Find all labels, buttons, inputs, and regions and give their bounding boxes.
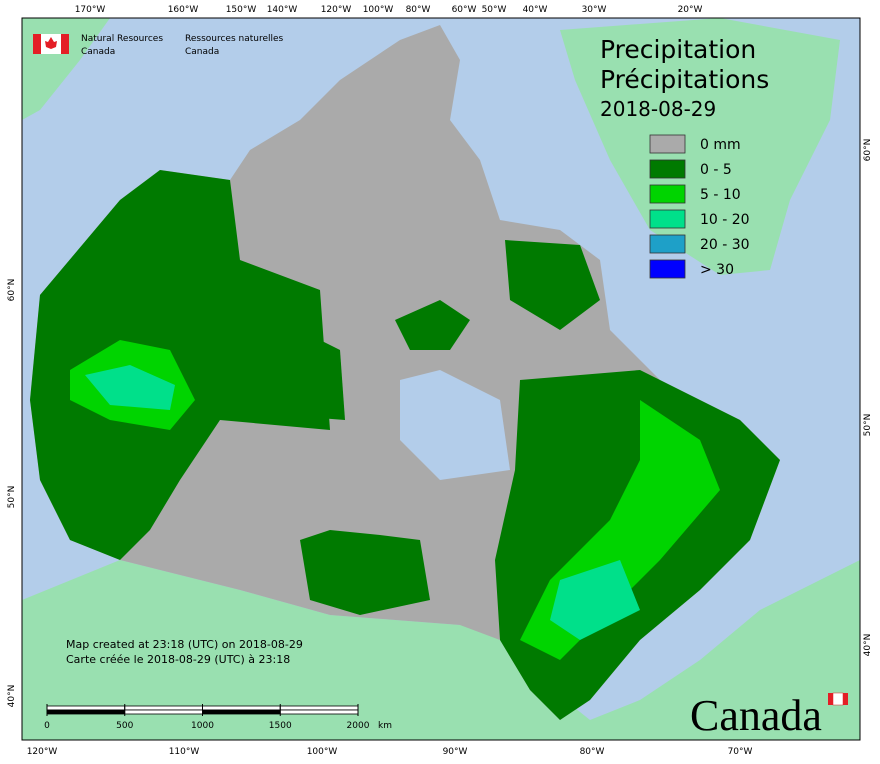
- title-fr: Précipitations: [600, 65, 769, 94]
- graticule-label: 120°W: [27, 747, 58, 757]
- flag-left: [33, 34, 41, 54]
- wordmark-flag: [843, 693, 848, 705]
- scale-segment: [202, 709, 281, 715]
- legend: 0 mm 0 - 5 5 - 10 10 - 20 20 - 30 > 30: [649, 134, 750, 279]
- graticule-label: 120°W: [321, 5, 352, 15]
- graticule-label: 50°N: [863, 414, 873, 437]
- dept-fr: Ressources naturelles: [185, 34, 284, 44]
- graticule-label: 40°N: [7, 685, 17, 708]
- scale-label: 500: [116, 721, 133, 731]
- dept-fr: Canada: [185, 47, 219, 57]
- east-precip-3: [550, 560, 640, 640]
- legend-label: 5 - 10: [700, 187, 741, 203]
- scale-bar: 0 500 1000 1500 2000 km: [44, 704, 392, 731]
- united-states: [22, 560, 860, 740]
- legend-swatch: [649, 209, 686, 229]
- graticule-label: 30°W: [582, 5, 607, 15]
- scale-segment: [46, 709, 126, 715]
- note: Map created at 23:18 (UTC) on 2018-08-29: [66, 638, 303, 651]
- west-precip: [30, 170, 330, 560]
- graticule-label: 90°W: [443, 747, 468, 757]
- title-en: Precipitation: [600, 35, 756, 64]
- dept-en: Natural Resources: [81, 34, 163, 44]
- flag-right: [61, 34, 69, 54]
- note: Carte créée le 2018-08-29 (UTC) à 23:18: [66, 653, 290, 666]
- scale-label: 1000: [191, 721, 214, 731]
- graticule-label: 70°W: [728, 747, 753, 757]
- graticule-label: 100°W: [363, 5, 394, 15]
- graticule-label: 20°W: [678, 5, 703, 15]
- scale-segment: [124, 705, 203, 711]
- legend-swatch: [649, 134, 686, 154]
- legend-swatch: [649, 234, 686, 254]
- wordmark: Canada: [690, 691, 822, 740]
- baffin-precip: [395, 300, 470, 350]
- maple-leaf: [45, 37, 57, 49]
- graticule-label: 40°W: [523, 5, 548, 15]
- legend-swatch: [649, 184, 686, 204]
- frame: [21, 17, 861, 741]
- graticule-label: 80°W: [580, 747, 605, 757]
- scale-label: 1500: [269, 721, 292, 731]
- graticule-label: 80°W: [406, 5, 431, 15]
- scale-label: 2000: [347, 721, 370, 731]
- graticule-label: 50°W: [482, 5, 507, 15]
- graticule-label: 60°W: [452, 5, 477, 15]
- legend-swatch: [649, 159, 686, 179]
- graticule-label: 150°W: [226, 5, 257, 15]
- graticule-label: 170°W: [75, 5, 106, 15]
- scale-segment: [202, 705, 281, 711]
- west-precip-3: [85, 365, 175, 410]
- scale-segment: [279, 705, 359, 711]
- graticule-label: 140°W: [267, 5, 298, 15]
- scale-segment: [279, 709, 359, 715]
- graticule-label: 110°W: [169, 747, 200, 757]
- scale-segment: [124, 709, 203, 715]
- graticule-label: 40°N: [863, 634, 873, 657]
- dept-en: Canada: [81, 47, 115, 57]
- graticule: 170°W 160°W 150°W 140°W 120°W 100°W 80°W 60°W 50…: [7, 5, 873, 757]
- legend-label: 20 - 30: [700, 237, 750, 253]
- legend-label: > 30: [700, 262, 734, 278]
- graticule-label: 60°N: [863, 139, 873, 162]
- greenland: [560, 18, 840, 275]
- north-quebec-precip: [505, 240, 600, 330]
- wordmark-flag: [828, 693, 833, 705]
- legend-label: 0 mm: [700, 137, 741, 153]
- legend-label: 0 - 5: [700, 162, 732, 178]
- graticule-label: 50°N: [7, 486, 17, 509]
- graticule-label: 160°W: [168, 5, 199, 15]
- hudson-bay: [400, 370, 510, 480]
- graticule-label: 100°W: [307, 747, 338, 757]
- wordmark-flag: [832, 692, 844, 706]
- central-precip: [250, 330, 345, 420]
- graticule-label: 60°N: [7, 279, 17, 302]
- scale-unit: km: [378, 721, 392, 731]
- legend-swatch: [649, 259, 686, 279]
- prairie-precip: [300, 530, 430, 615]
- scale-segment: [46, 705, 126, 711]
- title-date: 2018-08-29: [600, 97, 716, 121]
- legend-label: 10 - 20: [700, 212, 750, 228]
- scale-label: 0: [44, 721, 50, 731]
